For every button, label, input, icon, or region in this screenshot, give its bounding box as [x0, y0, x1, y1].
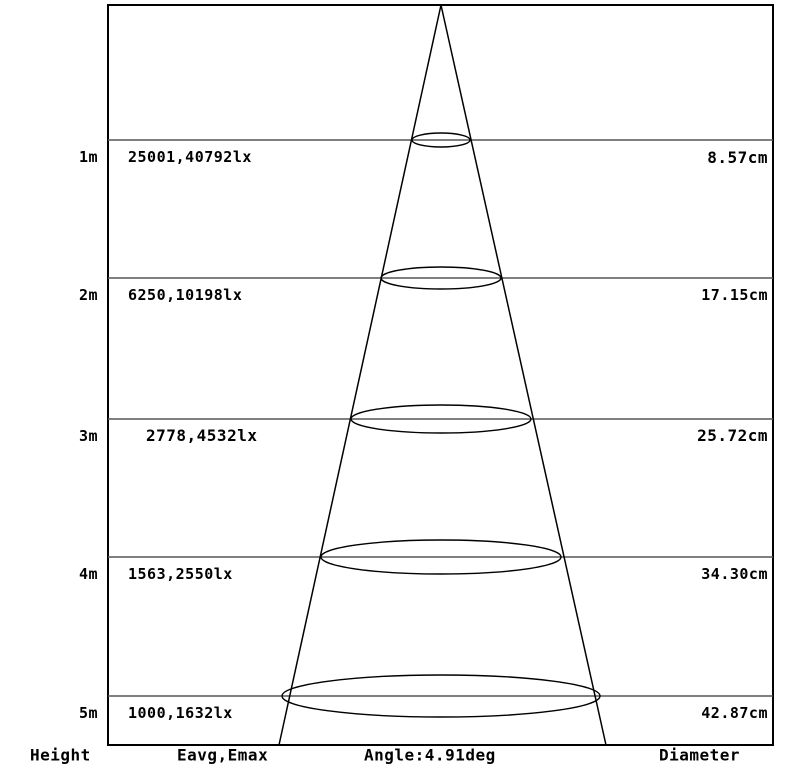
beam-ellipse-1m	[411, 132, 471, 148]
beam-cone-edges	[278, 4, 607, 746]
footer-diameter-label: Diameter	[659, 745, 741, 765]
beam-ellipse-2m	[380, 266, 502, 290]
illuminance-value-2m: 6250,10198lx	[128, 286, 243, 304]
footer-beam-angle-label: Angle:4.91deg	[364, 745, 496, 765]
footer-eavg-emax-label: Eavg,Emax	[177, 745, 269, 765]
beam-footprints	[281, 132, 601, 718]
illuminance-value-4m: 1563,2550lx	[128, 565, 233, 583]
illuminance-value-3m: 2778,4532lx	[146, 426, 258, 445]
beam-edge-right	[440, 4, 607, 746]
height-label-1m: 1m	[78, 148, 98, 166]
height-label-3m: 3m	[78, 427, 98, 445]
height-label-5m: 5m	[78, 704, 98, 722]
plot-frame	[107, 4, 774, 746]
gridlines	[108, 139, 773, 697]
beam-edge-left	[278, 4, 442, 746]
height-label-4m: 4m	[78, 565, 98, 583]
illuminance-value-1m: 25001,40792lx	[128, 148, 252, 166]
beam-ellipse-3m	[350, 404, 532, 434]
diameter-value-2m: 17.15cm	[701, 286, 768, 304]
beam-ellipse-5m	[281, 674, 601, 718]
diameter-value-1m: 8.57cm	[707, 148, 768, 167]
diameter-value-3m: 25.72cm	[697, 426, 768, 445]
diameter-value-5m: 42.87cm	[701, 704, 768, 722]
illuminance-value-5m: 1000,1632lx	[128, 704, 233, 722]
beam-ellipse-4m	[320, 539, 562, 575]
diameter-value-4m: 34.30cm	[701, 565, 768, 583]
height-label-2m: 2m	[78, 286, 98, 304]
footer-height-label: Height	[30, 745, 91, 765]
